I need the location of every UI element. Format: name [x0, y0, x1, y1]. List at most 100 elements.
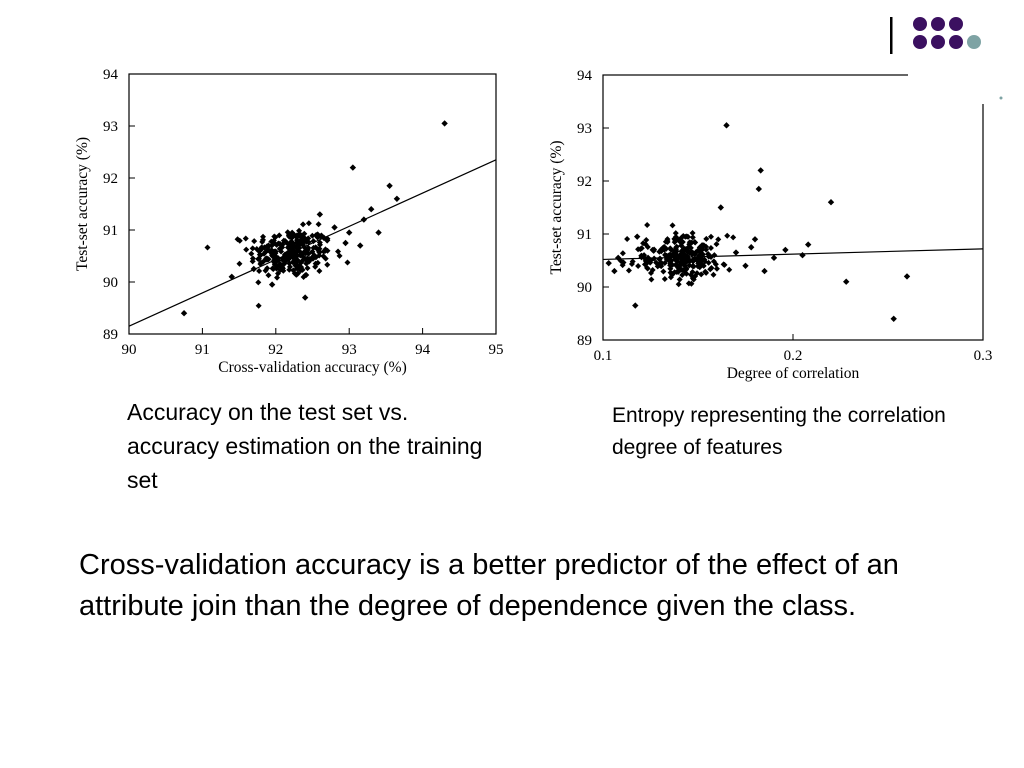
- left-chart-data-point: [249, 245, 256, 252]
- right-chart-data-point: [688, 239, 695, 246]
- right-chart-data-point: [723, 122, 730, 129]
- right-chart-data-point: [662, 252, 669, 259]
- scatter-chart-cv-accuracy: 90 91 92 93 94 95899091929394Cross-validation…: [74, 67, 504, 376]
- right-chart-data-point: [732, 249, 740, 256]
- divider-rule: [890, 17, 893, 54]
- right-chart-data-point: [632, 302, 639, 309]
- right-chart-data-point: [635, 246, 642, 253]
- right-chart-y-axis-label: Test-set accuracy (%): [548, 140, 565, 274]
- left-chart-data-point: [301, 294, 309, 301]
- left-chart-y-tick-label: 92: [103, 171, 118, 187]
- left-chart-x-tick-label: 94: [415, 342, 431, 358]
- right-chart-data-point: [707, 244, 714, 251]
- right-chart-data-point: [620, 259, 627, 266]
- left-chart-data-point: [316, 211, 324, 218]
- right-chart-data-point: [702, 269, 709, 276]
- right-chart-data-point: [658, 246, 665, 253]
- right-chart-data-point: [681, 245, 688, 252]
- left-chart-data-point: [248, 250, 255, 257]
- left-chart-data-point: [305, 220, 312, 227]
- left-chart-data-point: [276, 245, 283, 252]
- decor-dot: [967, 35, 981, 49]
- right-chart-data-point: [689, 230, 696, 237]
- right-chart-data-point: [700, 262, 707, 269]
- right-chart-data-point: [673, 262, 680, 269]
- right-chart-data-point: [653, 259, 660, 266]
- left-chart-data-point: [316, 249, 323, 256]
- left-chart-data-point: [368, 206, 375, 213]
- right-chart-data-point: [770, 254, 778, 262]
- main-statement: Cross-validation accuracy is a better pr…: [79, 549, 899, 622]
- right-chart-data-point: [706, 252, 713, 259]
- left-chart-data-point: [271, 248, 278, 255]
- left-chart-data-point: [316, 239, 323, 246]
- left-chart-data-point: [236, 237, 243, 244]
- left-chart-data-point: [304, 256, 311, 263]
- right-chart-data-point: [619, 262, 626, 269]
- right-chart-data-point: [635, 262, 642, 269]
- right-chart-data-point: [683, 270, 690, 277]
- right-chart-data-point: [724, 232, 731, 239]
- right-chart-data-point: [646, 258, 653, 265]
- left-chart-x-tick-label: 92: [268, 342, 283, 358]
- right-chart-data-point: [625, 267, 632, 274]
- left-chart-data-point: [270, 265, 277, 272]
- right-chart-data-point: [640, 240, 647, 247]
- left-chart-data-point: [441, 120, 448, 127]
- left-chart-data-point: [249, 258, 256, 265]
- right-chart-data-point: [805, 241, 812, 248]
- right-chart-data-point: [689, 263, 696, 270]
- right-chart-data-point: [696, 261, 703, 268]
- left-chart-data-point: [274, 274, 281, 281]
- right-chart-y-tick-label: 90: [577, 280, 592, 296]
- right-chart-data-point: [713, 241, 720, 248]
- right-chart-data-point: [641, 252, 648, 259]
- left-chart-data-point: [270, 237, 277, 244]
- right-chart-data-point: [667, 265, 674, 272]
- right-chart-x-tick-label: 0.2: [784, 348, 803, 364]
- left-chart-data-point: [310, 238, 317, 245]
- right-chart-data-point: [701, 258, 708, 265]
- left-chart-data-point: [290, 267, 297, 274]
- left-chart-x-tick-label: 93: [342, 342, 357, 358]
- left-chart-plot-frame: [128, 73, 497, 335]
- left-chart-data-point: [375, 229, 382, 236]
- right-chart-data-point: [642, 241, 649, 248]
- right-chart-data-point: [693, 270, 700, 277]
- right-chart-data-point: [660, 268, 667, 275]
- left-chart-y-tick-label: 94: [103, 67, 119, 83]
- right-chart-data-point: [694, 247, 701, 254]
- right-chart-y-tick-label: 91: [577, 227, 592, 243]
- left-chart-data-point: [276, 240, 283, 247]
- right-chart-data-point: [667, 262, 674, 269]
- left-chart-data-point: [204, 244, 211, 251]
- left-chart-data-point: [278, 248, 285, 255]
- left-chart-data-point: [310, 244, 317, 251]
- left-chart-data-point: [360, 216, 368, 223]
- left-chart-data-point: [303, 260, 310, 267]
- right-chart-y-tick-label: 92: [577, 174, 592, 190]
- left-chart-data-point: [309, 232, 316, 239]
- right-chart-data-point: [690, 258, 697, 265]
- right-chart-data-point: [685, 248, 692, 255]
- left-chart-data-point: [311, 252, 318, 259]
- right-chart-y-tick-label: 94: [577, 68, 593, 84]
- right-chart-data-point: [717, 204, 724, 211]
- decor-dot: [999, 96, 1003, 100]
- left-chart-data-point: [243, 246, 250, 253]
- left-chart-data-point: [287, 254, 294, 261]
- right-chart-data-point: [711, 252, 718, 259]
- right-chart-data-point: [710, 271, 717, 278]
- right-chart-data-point: [686, 262, 693, 269]
- right-chart-data-point: [644, 243, 651, 250]
- right-chart-data-point: [681, 267, 688, 274]
- right-chart-data-point: [689, 275, 696, 282]
- right-chart-data-point: [702, 243, 709, 250]
- right-chart-data-point: [890, 315, 897, 322]
- right-chart-plot-frame: [602, 74, 984, 341]
- decor-dot: [949, 35, 963, 49]
- right-chart-data-point: [713, 265, 720, 272]
- left-chart-y-tick-label: 90: [103, 275, 118, 291]
- left-chart-data-point: [289, 239, 296, 246]
- left-chart-data-point: [268, 281, 276, 288]
